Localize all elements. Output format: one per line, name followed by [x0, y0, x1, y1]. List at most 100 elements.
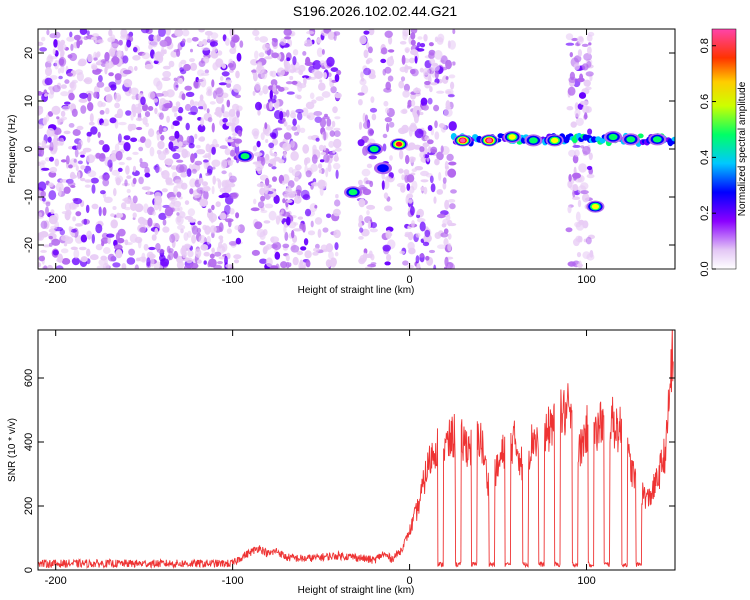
heatmap-noise-blob: [121, 202, 127, 210]
heatmap-noise-blob: [215, 87, 224, 98]
heatmap-noise-blob: [577, 49, 583, 57]
heatmap-noise-blob: [323, 153, 330, 163]
snr-y-tick-label: 400: [23, 433, 35, 451]
heatmap-noise-blob: [154, 93, 164, 97]
heatmap-noise-blob: [189, 58, 195, 63]
heatmap-noise-blob: [302, 75, 310, 79]
heatmap-noise-blob: [254, 221, 263, 230]
heatmap-noise-blob: [332, 106, 338, 114]
heatmap-noise-blob: [38, 91, 43, 96]
heatmap-noise-blob: [316, 47, 324, 58]
heatmap-noise-blob: [215, 143, 220, 148]
colorbar-tick-label: 0.8: [699, 38, 711, 53]
heatmap-noise-blob: [256, 229, 266, 238]
heatmap-noise-blob: [408, 124, 418, 132]
heatmap-noise-blob: [90, 36, 97, 41]
heatmap-noise-blob: [305, 259, 311, 268]
heatmap-noise-blob: [182, 29, 190, 37]
heatmap-noise-blob: [184, 200, 190, 206]
heatmap-noise-blob: [212, 46, 218, 54]
heatmap-noise-blob: [433, 104, 440, 112]
heatmap-noise-blob: [370, 222, 378, 229]
heatmap-y-tick-label: 10: [23, 95, 35, 107]
heatmap-noise-blob: [225, 139, 234, 143]
heatmap-noise-blob: [162, 70, 172, 78]
heatmap-x-tick-label: -100: [222, 274, 244, 286]
heatmap-feature: [240, 153, 250, 160]
heatmap-noise-blob: [360, 77, 365, 82]
heatmap-noise-blob: [319, 60, 325, 66]
heatmap-noise-blob: [264, 203, 274, 209]
heatmap-noise-blob: [401, 174, 405, 181]
heatmap-noise-blob: [40, 190, 46, 198]
heatmap-noise-blob: [425, 255, 430, 261]
heatmap-noise-blob: [326, 56, 335, 67]
heatmap-noise-blob: [325, 126, 334, 131]
heatmap-noise-blob: [134, 203, 144, 213]
heatmap-noise-blob: [315, 243, 320, 249]
heatmap-noise-blob: [123, 142, 131, 152]
heatmap-noise-blob: [87, 92, 92, 102]
heatmap-noise-blob: [77, 60, 86, 67]
heatmap-noise-blob: [158, 212, 167, 220]
heatmap-noise-blob: [410, 32, 416, 40]
heatmap-noise-blob: [233, 36, 239, 43]
heatmap-noise-blob: [130, 111, 134, 121]
heatmap-noise-blob: [104, 51, 110, 62]
heatmap-noise-blob: [98, 140, 105, 145]
heatmap-noise-blob: [142, 116, 148, 126]
heatmap-noise-blob: [365, 266, 372, 269]
heatmap-noise-blob: [305, 101, 315, 110]
heatmap-noise-blob: [585, 236, 592, 245]
heatmap-noise-blob: [74, 69, 83, 75]
heatmap-noise-blob: [363, 49, 369, 59]
heatmap-noise-blob: [46, 55, 54, 64]
heatmap-noise-blob: [105, 93, 113, 103]
heatmap-noise-blob: [147, 106, 154, 111]
heatmap-noise-blob: [148, 34, 155, 42]
heatmap-noise-blob: [580, 190, 589, 195]
heatmap-noise-blob: [411, 180, 418, 191]
heatmap-noise-blob: [260, 209, 268, 214]
heatmap-noise-blob: [272, 176, 277, 182]
heatmap-noise-blob: [116, 50, 123, 58]
heatmap-noise-blob: [258, 52, 265, 58]
heatmap-noise-blob: [221, 243, 228, 252]
heatmap-noise-blob: [270, 153, 278, 157]
heatmap-noise-blob: [268, 142, 275, 149]
heatmap-noise-blob: [193, 80, 201, 89]
heatmap-noise-blob: [175, 164, 185, 174]
heatmap-noise-blob: [38, 142, 42, 146]
heatmap-noise-blob: [259, 241, 266, 246]
snr-y-tick-label: 200: [23, 497, 35, 515]
heatmap-noise-blob: [57, 253, 63, 263]
heatmap-noise-blob: [110, 43, 119, 48]
heatmap-noise-blob: [97, 39, 104, 44]
heatmap-noise-blob: [124, 179, 128, 187]
heatmap-noise-blob: [80, 177, 86, 182]
heatmap-noise-blob: [572, 189, 576, 198]
heatmap-noise-blob: [403, 169, 410, 175]
heatmap-noise-blob: [118, 161, 126, 166]
heatmap-noise-blob: [98, 206, 102, 217]
heatmap-noise-blob: [108, 72, 114, 77]
heatmap-noise-blob: [298, 261, 306, 269]
heatmap-noise-blob: [70, 174, 77, 179]
heatmap-noise-blob: [581, 63, 589, 71]
heatmap-noise-blob: [218, 256, 226, 260]
heatmap-noise-blob: [133, 46, 138, 53]
heatmap-noise-blob: [417, 36, 423, 40]
heatmap-noise-blob: [60, 84, 67, 89]
heatmap-noise-blob: [318, 169, 322, 174]
heatmap-noise-blob: [176, 159, 184, 163]
heatmap-noise-blob: [384, 117, 393, 123]
heatmap-noise-blob: [85, 204, 90, 214]
heatmap-noise-blob: [171, 105, 177, 113]
heatmap-noise-blob: [387, 49, 395, 53]
heatmap-noise-blob: [173, 185, 178, 196]
heatmap-noise-blob: [410, 29, 418, 34]
heatmap-noise-blob: [177, 206, 183, 212]
colorbar-gradient: [711, 28, 737, 270]
heatmap-noise-blob: [316, 37, 322, 44]
